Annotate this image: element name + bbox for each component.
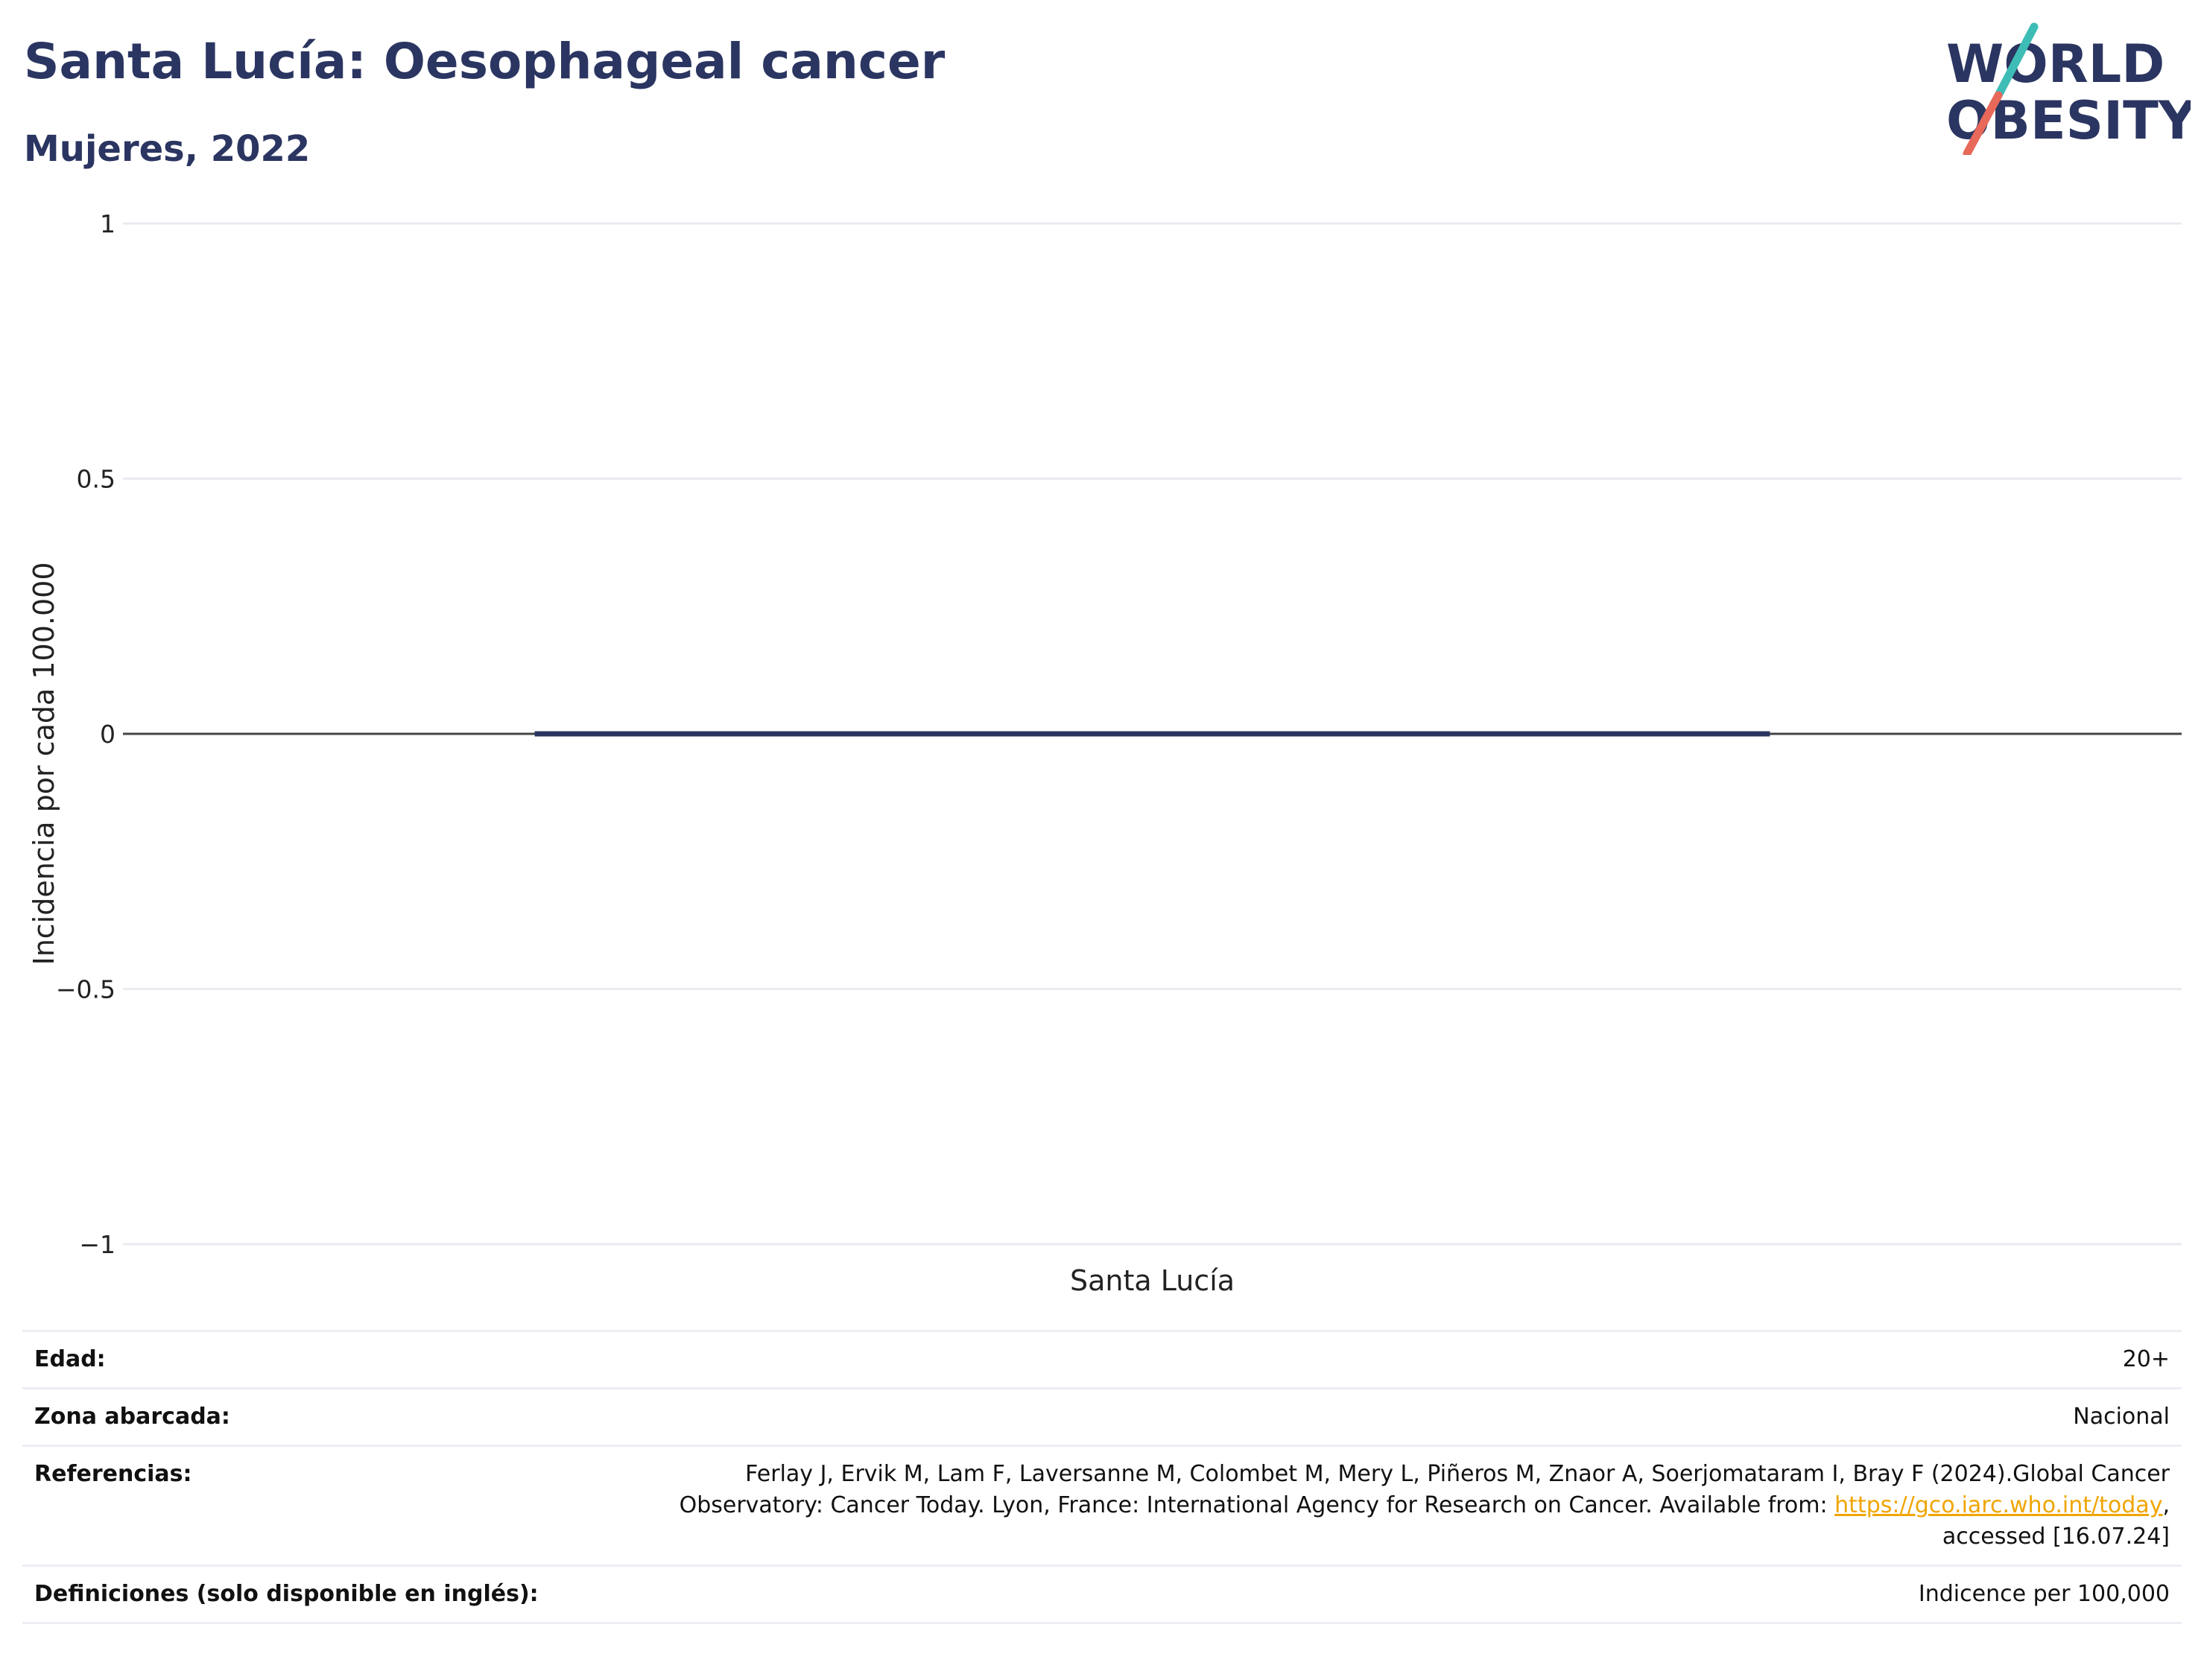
info-value-references: Ferlay J, Ervik M, Lam F, Laversanne M, …	[642, 1459, 2170, 1553]
info-value-area: Nacional	[2073, 1404, 2170, 1430]
info-key-age: Edad:	[34, 1346, 106, 1372]
y-axis-label: Incidencia por cada 100.000	[28, 562, 60, 965]
y-tick-label: −0.5	[56, 975, 115, 1004]
logo-slash-top-icon	[1994, 22, 2039, 100]
info-row-age: Edad: 20+	[22, 1330, 2182, 1387]
chart-subtitle: Mujeres, 2022	[24, 128, 311, 170]
info-row-area: Zona abarcada: Nacional	[22, 1387, 2182, 1445]
info-key-area: Zona abarcada:	[34, 1404, 230, 1430]
bar-chart: 1 0.5 0 −0.5 −1 Santa Lucía Incidencia por c…	[28, 209, 2182, 1297]
x-tick-label: Santa Lucía	[1070, 1264, 1235, 1297]
logo-slash-bottom-icon	[1963, 91, 2003, 155]
grid-lines	[123, 222, 2182, 1246]
y-tick-label: 0	[100, 720, 115, 749]
info-row-definitions: Definiciones (solo disponible en inglés)…	[22, 1565, 2182, 1624]
y-tick-label: 1	[100, 209, 115, 238]
info-row-references: Referencias: Ferlay J, Ervik M, Lam F, L…	[22, 1445, 2182, 1565]
reference-link[interactable]: https://gco.iarc.who.int/today	[1834, 1492, 2163, 1518]
y-ticks: 1 0.5 0 −0.5 −1	[56, 209, 115, 1259]
chart-title: Santa Lucía: Oesophageal cancer	[24, 33, 946, 90]
reference-text: Ferlay J, Ervik M, Lam F, Laversanne M, …	[679, 1461, 2170, 1518]
x-ticks: Santa Lucía	[1070, 1264, 1235, 1297]
info-value-definitions: Indicence per 100,000	[1918, 1581, 2170, 1607]
reference-accessed: , accessed [16.07.24]	[1942, 1492, 2170, 1550]
y-tick-label: 0.5	[77, 465, 115, 494]
info-key-definitions: Definiciones (solo disponible en inglés)…	[34, 1581, 539, 1607]
info-table: Edad: 20+ Zona abarcada: Nacional Refere…	[22, 1330, 2182, 1624]
world-obesity-logo: WORLD OBESITY	[1946, 22, 2191, 155]
bar	[534, 731, 1770, 737]
y-tick-label: −1	[79, 1230, 115, 1259]
logo-line1: WORLD	[1946, 34, 2165, 95]
bars	[534, 731, 1770, 737]
info-value-age: 20+	[2122, 1346, 2170, 1372]
info-key-references: Referencias:	[34, 1461, 192, 1487]
